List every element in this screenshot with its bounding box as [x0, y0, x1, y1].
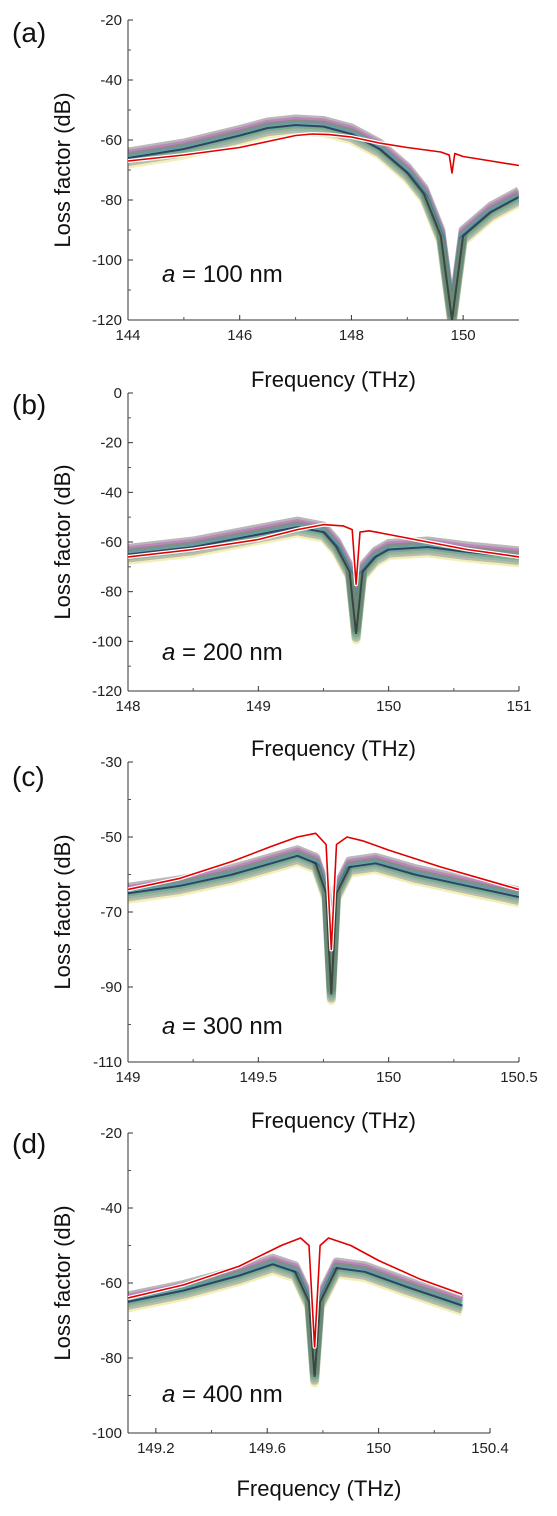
x-tick-label: 149	[115, 1069, 140, 1086]
y-tick-label: -80	[100, 584, 122, 601]
x-axis-label: Frequency (THz)	[236, 1476, 401, 1501]
model-line-group	[128, 1236, 463, 1349]
band-core-line	[128, 526, 519, 635]
y-axis-label: Loss factor (dB)	[50, 92, 75, 247]
y-tick-label: -90	[100, 979, 122, 996]
x-tick-label: 151	[506, 698, 531, 715]
x-tick-label: 150	[451, 327, 476, 344]
panel-label: (b)	[12, 389, 46, 420]
x-axis-label: Frequency (THz)	[251, 736, 416, 761]
y-tick-label: -120	[92, 683, 122, 700]
chart-panel-4: (d) -20 -40 -60 -80 -100 149.2 149.6 150 150.4 Fre…	[12, 1125, 509, 1501]
y-tick-label: -20	[100, 435, 122, 452]
panel-label: (a)	[12, 17, 46, 48]
y-tick-label: -100	[92, 633, 122, 650]
x-tick-label: 150	[366, 1440, 391, 1457]
y-tick-label: -120	[92, 312, 122, 329]
y-tick-label: -60	[100, 132, 122, 149]
annotation-variable: a	[162, 261, 175, 288]
y-tick-label: -70	[100, 904, 122, 921]
model-line	[128, 523, 519, 585]
x-axis-label: Frequency (THz)	[251, 367, 416, 392]
y-tick-label: -110	[93, 1054, 122, 1071]
x-tick-label: 149.5	[240, 1069, 278, 1086]
x-tick-label: 150.4	[471, 1440, 509, 1457]
simulation-band	[128, 845, 519, 1005]
panel-annotation: a = 100 nm	[162, 261, 283, 288]
model-line-group	[128, 831, 519, 952]
panel-annotation: a = 200 nm	[162, 639, 283, 666]
annotation-variable: a	[162, 1013, 175, 1040]
model-line	[128, 1237, 463, 1348]
y-tick-label: -40	[100, 72, 122, 89]
x-axis-label: Frequency (THz)	[251, 1108, 416, 1133]
y-axis-label: Loss factor (dB)	[50, 1205, 75, 1360]
band-core-line	[128, 123, 519, 320]
annotation-variable: a	[162, 1381, 175, 1408]
y-tick-label: -40	[100, 1200, 122, 1217]
x-tick-label: 148	[339, 327, 364, 344]
simulation-band	[128, 114, 519, 320]
y-tick-label: -40	[100, 484, 122, 501]
panel-annotation: a = 400 nm	[162, 1381, 283, 1408]
y-tick-label: -60	[100, 534, 122, 551]
y-axis-label: Loss factor (dB)	[50, 464, 75, 619]
model-line-group	[128, 132, 519, 175]
x-tick-label: 149	[246, 698, 271, 715]
model-line-group	[128, 522, 519, 587]
y-tick-label: -60	[100, 1275, 122, 1292]
simulation-band	[128, 516, 519, 645]
y-tick-label: 0	[114, 385, 122, 402]
x-tick-label: 146	[227, 327, 252, 344]
model-line	[128, 832, 519, 951]
x-tick-label: 150	[376, 1069, 401, 1086]
x-tick-label: 150.5	[500, 1069, 538, 1086]
y-tick-label: -100	[92, 252, 122, 269]
y-tick-label: -30	[100, 754, 122, 771]
y-tick-label: -80	[100, 1350, 122, 1367]
panel-label: (d)	[12, 1128, 46, 1159]
y-axis-label: Loss factor (dB)	[50, 834, 75, 989]
y-tick-label: -50	[100, 829, 122, 846]
y-tick-label: -80	[100, 192, 122, 209]
y-tick-label: -20	[100, 1125, 122, 1142]
x-tick-label: 149.6	[248, 1440, 286, 1457]
y-tick-label: -100	[92, 1425, 122, 1442]
annotation-value: = 200 nm	[175, 639, 282, 666]
annotation-value: = 300 nm	[175, 1013, 282, 1040]
y-tick-label: -20	[100, 12, 122, 29]
annotation-value: = 100 nm	[175, 261, 282, 288]
simulation-band	[128, 1253, 464, 1388]
annotation-variable: a	[162, 639, 175, 666]
panel-label: (c)	[12, 761, 45, 792]
band-core-line	[128, 1263, 463, 1377]
panel-annotation: a = 300 nm	[162, 1013, 283, 1040]
x-tick-label: 150	[376, 698, 401, 715]
x-tick-label: 144	[115, 327, 140, 344]
band-core-line	[128, 854, 519, 995]
x-tick-label: 148	[115, 698, 140, 715]
x-tick-label: 149.2	[137, 1440, 175, 1457]
annotation-value: = 400 nm	[175, 1381, 282, 1408]
model-line	[128, 133, 519, 174]
